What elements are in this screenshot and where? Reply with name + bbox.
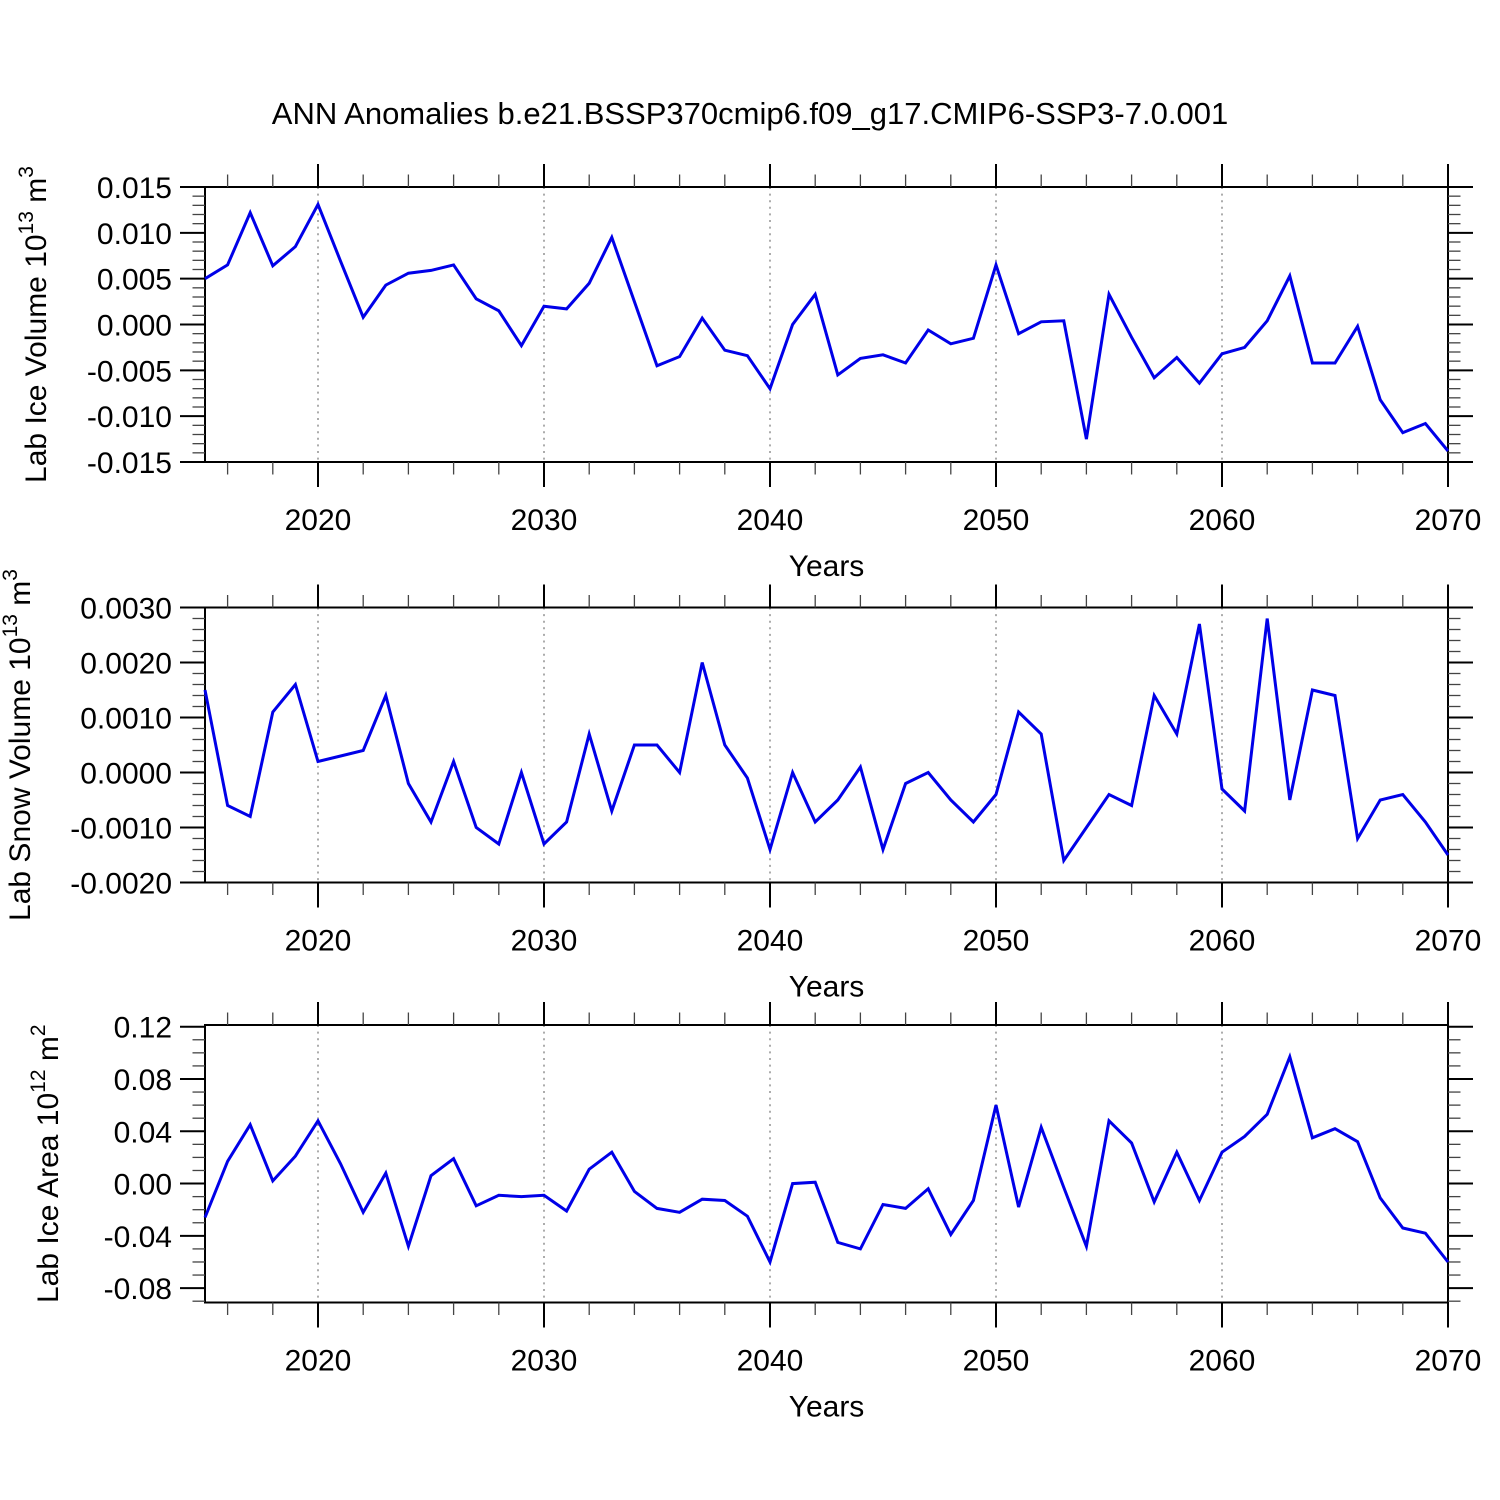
x-tick-label: 2050 (963, 1345, 1030, 1378)
series-line-lab-snow-volume (203, 618, 1450, 865)
x-tick-label: 2040 (737, 925, 804, 958)
y-axis-title: Lab Ice Area 1012 m2 (27, 1024, 65, 1303)
x-tick-label: 2040 (737, 504, 804, 537)
panel-lab-snow-volume: 2020 2030 2040 2050 2060 2070 0.0030 0.0020 0.00… (0, 569, 1481, 1003)
x-tick-label: 2050 (963, 504, 1030, 537)
x-tick-label: 2030 (511, 925, 578, 958)
x-tick-label: 2060 (1189, 925, 1256, 958)
x-tick-label: 2070 (1415, 1345, 1482, 1378)
panel-lab-ice-area: 2020 2030 2040 2050 2060 2070 0.12 0.08 0.04 0.00… (27, 1002, 1481, 1424)
x-tick-label: 2040 (737, 1345, 804, 1378)
x-axis-title: Years (789, 971, 865, 1004)
y-tick-label: 0.04 (114, 1116, 172, 1149)
y-tick-label: 0.0010 (80, 703, 172, 736)
plot-frame (204, 1024, 1449, 1304)
x-tick-label: 2020 (285, 1345, 352, 1378)
y-axis-title: Lab Ice Volume 1013 m3 (15, 166, 53, 483)
y-tick-label: -0.010 (87, 401, 172, 434)
y-tick-label: 0.12 (114, 1012, 172, 1045)
x-tick-label: 2020 (285, 504, 352, 537)
x-axis-title: Years (789, 1391, 865, 1424)
y-axis-title: Lab Snow Volume 1013 m3 (0, 569, 37, 921)
x-tick-label: 2070 (1415, 925, 1482, 958)
y-tick-label: 0.0030 (80, 593, 172, 626)
plot-frame (204, 606, 1449, 884)
y-tick-label: -0.08 (104, 1273, 172, 1306)
x-tick-label: 2050 (963, 925, 1030, 958)
x-tick-label: 2060 (1189, 1345, 1256, 1378)
figure-title: ANN Anomalies b.e21.BSSP370cmip6.f09_g17… (271, 96, 1229, 131)
y-tick-label: 0.00 (114, 1169, 172, 1202)
y-tick-label: 0.005 (97, 264, 172, 297)
series-line-lab-ice-volume (204, 200, 1450, 452)
panel-lab-ice-volume: 2020 2030 2040 2050 2060 2070 0.015 0.010 0.005 0… (15, 164, 1481, 583)
x-tick-label: 2070 (1415, 504, 1482, 537)
x-axis-title: Years (789, 550, 865, 583)
x-tick-label: 2030 (511, 504, 578, 537)
y-tick-label: -0.005 (87, 355, 172, 388)
x-tick-label: 2020 (285, 925, 352, 958)
y-tick-label: 0.08 (114, 1064, 172, 1097)
y-tick-label: -0.0010 (70, 813, 172, 846)
x-tick-label: 2030 (511, 1345, 578, 1378)
y-tick-label: -0.015 (87, 447, 172, 480)
y-tick-label: 0.0020 (80, 648, 172, 681)
y-tick-label: 0.000 (97, 310, 172, 343)
plot-frame (204, 186, 1449, 463)
y-tick-label: 0.015 (97, 172, 172, 205)
y-tick-label: 0.0000 (80, 758, 172, 791)
y-tick-label: -0.0020 (70, 868, 172, 901)
series-line-lab-ice-area (203, 1052, 1450, 1267)
y-tick-label: 0.010 (97, 218, 172, 251)
y-tick-label: -0.04 (104, 1221, 172, 1254)
x-tick-label: 2060 (1189, 504, 1256, 537)
